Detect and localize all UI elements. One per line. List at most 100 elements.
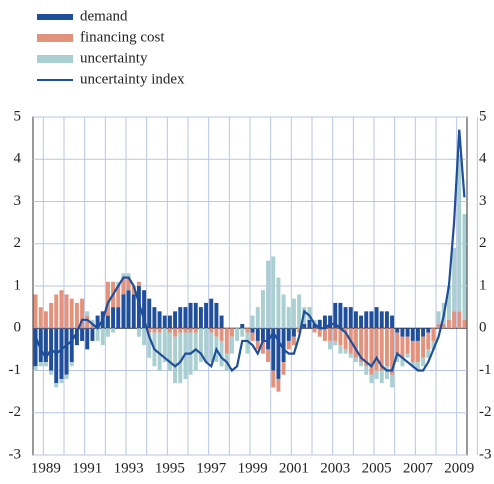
x-tick-label: 2003 <box>320 460 350 476</box>
x-tick-label: 1995 <box>155 460 185 476</box>
bar <box>281 362 286 375</box>
bar <box>369 311 374 329</box>
bar <box>271 370 276 388</box>
bar <box>291 298 296 329</box>
bar <box>74 302 79 329</box>
x-tick-label: 1993 <box>114 460 144 476</box>
bar <box>33 366 38 371</box>
bar <box>431 340 436 350</box>
bar <box>209 298 214 329</box>
bar <box>54 383 59 388</box>
y-tick-label: 0 <box>14 320 22 336</box>
bar <box>255 328 260 341</box>
bar <box>317 328 322 337</box>
bar <box>446 286 451 320</box>
bar <box>193 332 198 371</box>
legend-label: demand <box>80 8 128 24</box>
y-tick-label: 3 <box>14 193 22 209</box>
bar <box>462 319 467 329</box>
bar <box>353 357 358 363</box>
bar <box>85 315 90 329</box>
bar <box>260 290 265 329</box>
bar <box>266 260 271 329</box>
bar <box>410 328 415 341</box>
bar <box>173 311 178 329</box>
bar <box>121 273 126 278</box>
bar <box>395 353 400 363</box>
bar <box>183 332 188 379</box>
bar <box>43 362 48 367</box>
bar <box>405 353 410 358</box>
bar <box>219 315 224 329</box>
bar <box>90 324 95 329</box>
bar <box>111 307 116 329</box>
bar <box>100 328 105 346</box>
bar <box>281 328 286 363</box>
x-tick-label: 1997 <box>196 460 227 476</box>
bar <box>224 328 229 354</box>
y2-tick-label: 1 <box>479 277 487 293</box>
bar <box>219 328 224 341</box>
bar <box>452 311 457 329</box>
bar <box>312 328 317 333</box>
bar <box>245 328 250 333</box>
bar <box>43 328 48 363</box>
bar <box>400 328 405 337</box>
y2-tick-label: -1 <box>479 362 492 378</box>
bar <box>281 294 286 329</box>
bar <box>240 328 245 337</box>
bar <box>173 336 178 384</box>
y-tick-label: 1 <box>14 277 22 293</box>
x-tick-label: 1999 <box>238 460 268 476</box>
y-tick-label: 2 <box>14 235 22 251</box>
legend-label: uncertainty index <box>80 71 185 87</box>
bar <box>116 286 121 308</box>
bar <box>116 307 121 329</box>
bar <box>167 328 172 333</box>
bar <box>49 302 54 329</box>
bar <box>307 319 312 329</box>
bar <box>95 315 100 329</box>
bar <box>348 353 353 358</box>
bar <box>436 311 441 325</box>
bar <box>54 328 59 384</box>
bar <box>421 357 426 367</box>
y-tick-label: 5 <box>14 108 22 124</box>
bar <box>338 345 343 354</box>
bar <box>441 324 446 329</box>
bar <box>426 328 431 333</box>
bar <box>457 311 462 329</box>
bar <box>312 324 317 329</box>
bar <box>333 302 338 329</box>
bar <box>328 340 333 350</box>
y2-tick-label: 3 <box>479 193 487 209</box>
bar <box>390 315 395 329</box>
bar <box>64 294 69 329</box>
bar <box>38 307 43 329</box>
bar <box>333 340 338 346</box>
bar <box>395 332 400 354</box>
bar <box>348 307 353 329</box>
bar <box>260 328 265 341</box>
bar <box>276 328 281 379</box>
bar <box>297 328 302 333</box>
x-tick-label: 2001 <box>279 460 309 476</box>
bar <box>64 374 69 379</box>
bar <box>421 336 426 358</box>
bar <box>178 307 183 329</box>
bar <box>74 328 79 346</box>
bar <box>69 362 74 367</box>
bar <box>307 307 312 320</box>
bar <box>384 311 389 329</box>
bar <box>291 328 296 337</box>
bar <box>183 307 188 329</box>
legend-label: uncertainty <box>80 50 148 66</box>
bar <box>379 311 384 329</box>
bar <box>59 328 64 379</box>
bar <box>415 328 420 341</box>
bar <box>328 328 333 341</box>
bar <box>364 328 369 367</box>
bar <box>105 315 110 329</box>
bar <box>431 328 436 341</box>
bar <box>214 302 219 329</box>
